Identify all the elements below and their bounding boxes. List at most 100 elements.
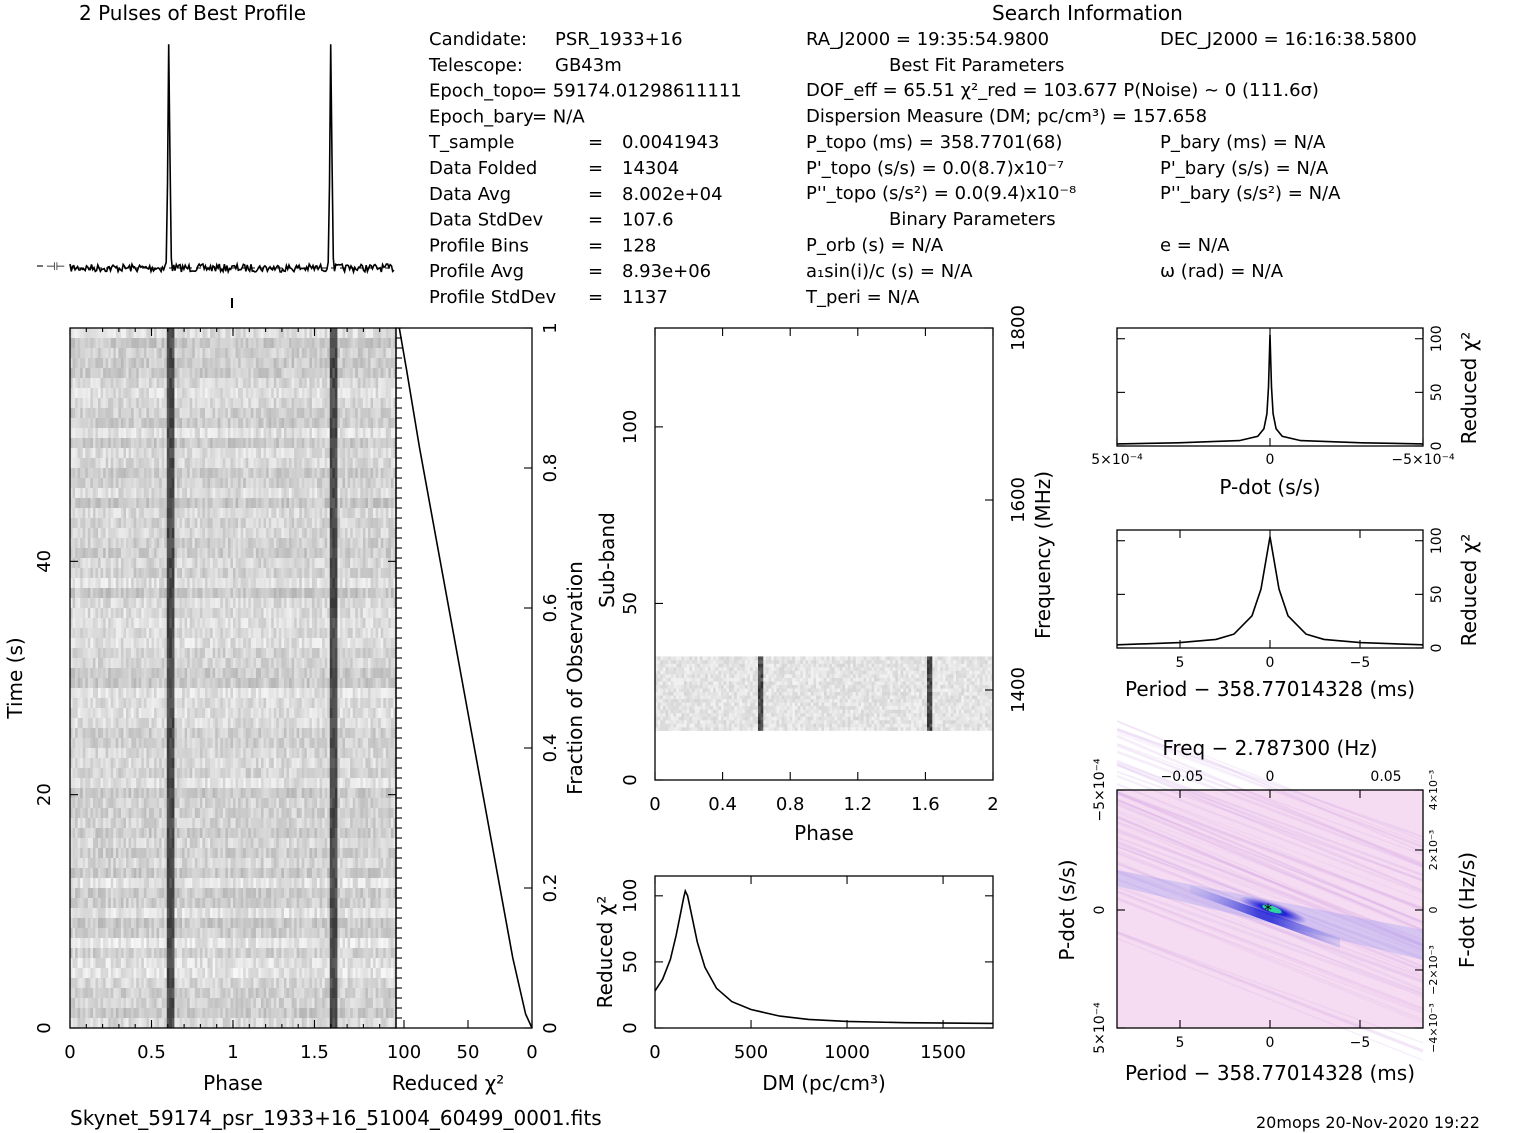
profile-curve [69,44,395,275]
dm-value: Dispersion Measure (DM; pc/cm³) = 157.65… [806,106,1207,127]
footer-stamp: 20mops 20-Nov-2020 19:22 [1256,1113,1480,1132]
subband-xlabel: Phase [794,821,854,845]
tick-label: 5×10⁻⁴ [1092,1002,1108,1054]
subband-y2label: Frequency (MHz) [1031,471,1055,639]
subband-ylabel: Sub-band [595,512,619,608]
p-pdot-panel: * 5 0 −5 −0.05 0 0.05 −5×10⁻⁴ 0 5×10⁻⁴ 4×10⁻³ 2×10… [1055,720,1479,1085]
info-equals: = [588,132,603,153]
subband-heatmap [655,656,994,731]
info-value: 1137 [622,287,668,308]
tick-label: 2 [987,794,998,815]
period-ylabel: Reduced χ² [1457,534,1481,647]
tick-label: −5 [1350,1035,1371,1051]
tick-label: −5 [1350,655,1371,671]
tick-label: 0 [1092,906,1108,915]
chi2-fraction-xlabel: Reduced χ² [392,1071,505,1095]
info-label: Epoch_topo [429,81,534,102]
tick-label: 1500 [920,1042,966,1063]
tick-label: 50 [1429,383,1445,401]
tick-label: 50 [620,592,641,615]
tick-label: 1000 [824,1042,870,1063]
tick-label: 50 [1429,585,1445,603]
peak-marker: * [1264,900,1272,919]
dm-chi2-curve [654,888,994,1025]
info-label: Data Avg [429,184,511,205]
info-label: T_sample [428,132,514,153]
pdot-bary-value: P'_bary (s/s) = N/A [1160,158,1329,179]
period-xlabel: Period − 358.77014328 (ms) [1125,677,1415,701]
tick-label: 0.8 [776,794,805,815]
info-value: GB43m [555,55,622,76]
info-value: 14304 [622,158,679,179]
dof-chi2-value: DOF_eff = 65.51 χ²_red = 103.677 P(Noise… [806,80,1319,101]
info-equals: = [588,158,603,179]
tick-label: 0 [1429,644,1445,653]
tick-label: 1600 [1008,477,1029,523]
pdot-chi2-curve [1116,334,1424,445]
tick-label: 0 [649,1042,660,1063]
tick-label: 0 [1266,769,1275,785]
a1sini-value: a₁sin(i)/c (s) = N/A [806,261,973,282]
tick-label: 2×10⁻³ [1427,830,1440,870]
pdot-ylabel: Reduced χ² [1457,332,1481,445]
binary-params-title: Binary Parameters [889,209,1056,230]
info-value: 8.002e+04 [622,184,723,205]
info-value: 0.0041943 [622,132,719,153]
tick-label: 0 [540,1022,561,1033]
p-pdot-heatmap: * [1116,720,1424,1061]
tick-label: 0.4 [540,734,561,763]
tick-label: −5×10⁻⁴ [1092,758,1108,822]
p-topo-value: P_topo (ms) = 358.7701(68) [806,132,1062,153]
info-value: = 59174.01298611111 [532,81,742,102]
tick-label: 1 [540,322,561,333]
info-equals: = [588,210,603,231]
tick-label: 0.05 [1370,769,1401,785]
info-value: 8.93e+06 [622,261,711,282]
tick-label: −4×10⁻³ [1427,1003,1440,1053]
best-fit-title: Best Fit Parameters [889,55,1064,76]
t-peri-value: T_peri = N/A [805,287,920,308]
tick-label: 0 [620,1022,641,1033]
pdot-xlabel: P-dot (s/s) [1219,475,1320,499]
info-value: 128 [622,235,656,256]
p-pdot-xlabel: Period − 358.77014328 (ms) [1125,1061,1415,1085]
tick-label: 1400 [1008,667,1029,713]
tick-label: 0.6 [540,594,561,623]
info-label: Profile Bins [429,235,529,256]
tick-label: 0.8 [540,454,561,483]
tick-label: 100 [1429,527,1445,554]
p-pdot-y2label: F-dot (Hz/s) [1455,852,1479,968]
tick-label: 4×10⁻³ [1427,770,1440,810]
tick-label: 100 [620,879,641,913]
footer-filename: Skynet_59174_psr_1933+16_51004_60499_000… [70,1106,602,1130]
info-value: 107.6 [622,210,674,231]
tick-label: 5×10⁻⁴ [1091,452,1143,468]
tick-label: 0 [1429,442,1445,451]
tick-label: 100 [1429,325,1445,352]
omega-value: ω (rad) = N/A [1160,261,1284,282]
tick-label: 20 [34,783,55,806]
pddot-topo-value: P''_topo (s/s²) = 0.0(9.4)x10⁻⁸ [806,183,1076,204]
info-label: Epoch_bary [429,106,534,127]
chi2-fraction-ylabel: Fraction of Observation [563,561,587,795]
info-label: Profile StdDev [429,287,557,308]
time-phase-ylabel: Time (s) [3,637,27,719]
p-pdot-ylabel: P-dot (s/s) [1055,859,1079,960]
tick-label: 0 [1427,907,1440,914]
tick-label: 0 [526,1042,537,1063]
tick-label: 0.5 [137,1042,166,1063]
subband-frame [654,327,994,781]
tick-label: 100 [387,1042,421,1063]
info-label: Candidate: [429,29,527,50]
dm-panel: 0 500 1000 1500 0 50 100 DM (pc/cm³) Reduced χ² [593,875,994,1095]
eccentricity-value: e = N/A [1160,235,1230,256]
tick-label: 50 [620,950,641,973]
info-equals: = [588,261,603,282]
tick-label: 1.6 [911,794,940,815]
period-chi2-curve [1116,536,1424,646]
candidate-info: Candidate: PSR_1933+16 Telescope: GB43m Epoc… [428,29,742,308]
profile-plot: ⊣⊢ [37,44,395,308]
dec-value: DEC_J2000 = 16:16:38.5800 [1160,29,1417,50]
